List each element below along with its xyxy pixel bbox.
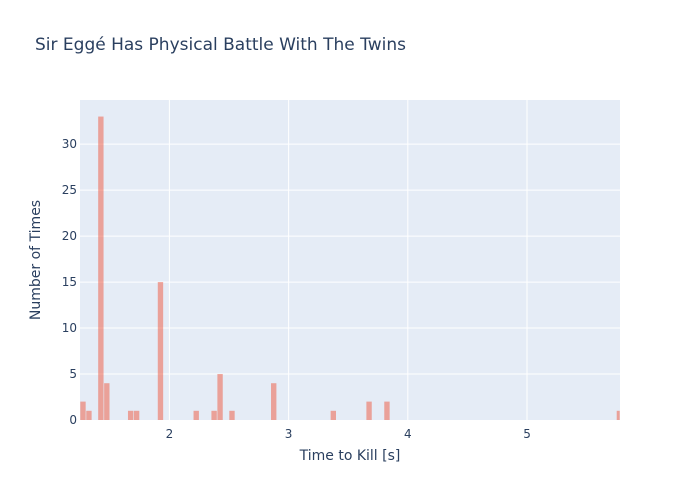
histogram-bar bbox=[330, 410, 336, 420]
histogram-bar bbox=[86, 410, 92, 420]
y-axis-title: Number of Times bbox=[28, 200, 44, 320]
x-tick-label: 5 bbox=[523, 427, 531, 441]
plot-background bbox=[80, 100, 620, 420]
y-tick-label: 30 bbox=[62, 137, 77, 151]
histogram-bar bbox=[229, 410, 235, 420]
y-tick-label: 0 bbox=[69, 413, 77, 427]
histogram-bar bbox=[104, 383, 110, 420]
x-axis-title: Time to Kill [s] bbox=[299, 448, 401, 464]
histogram-bar bbox=[133, 410, 140, 420]
histogram-bar bbox=[366, 401, 372, 420]
y-tick-label: 15 bbox=[62, 275, 77, 289]
y-tick-label: 25 bbox=[62, 183, 77, 197]
y-tick-label: 20 bbox=[62, 229, 77, 243]
histogram-bar bbox=[211, 410, 217, 420]
histogram-bar bbox=[384, 401, 390, 420]
chart-title: Sir Eggé Has Physical Battle With The Tw… bbox=[35, 35, 406, 55]
histogram-bar bbox=[157, 282, 164, 420]
histogram-bar bbox=[127, 410, 134, 420]
x-tick-label: 3 bbox=[285, 427, 293, 441]
histogram-bar bbox=[98, 116, 104, 420]
histogram-bar bbox=[80, 401, 86, 420]
grid-lines bbox=[80, 100, 620, 420]
histogram-bar bbox=[193, 410, 199, 420]
histogram-bar bbox=[616, 410, 620, 420]
y-tick-label: 5 bbox=[69, 367, 77, 381]
x-tick-label: 4 bbox=[404, 427, 412, 441]
histogram-bar bbox=[217, 374, 223, 420]
x-tick-label: 2 bbox=[166, 427, 174, 441]
bars bbox=[80, 116, 620, 420]
histogram-bar bbox=[271, 383, 277, 420]
y-tick-label: 10 bbox=[62, 321, 77, 335]
tick-labels: 0 5 10 15 20 25 30 2 3 4 5 bbox=[62, 137, 531, 441]
